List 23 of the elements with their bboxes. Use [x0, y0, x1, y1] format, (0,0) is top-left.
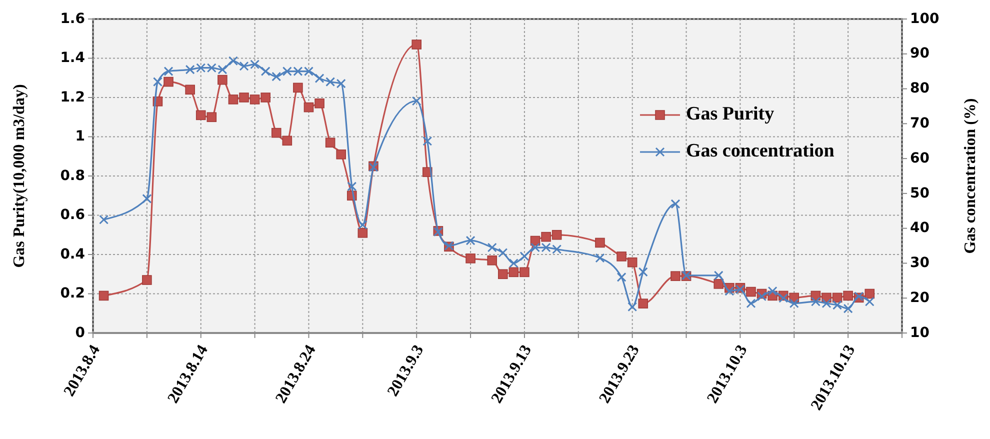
y2-tick-label: 80 [910, 80, 930, 97]
y-tick-label: 0.2 [60, 286, 85, 302]
y-tick-label: 1.6 [60, 10, 85, 27]
y-tick-label: 1 [75, 128, 85, 145]
y-tick-label: 0 [75, 324, 86, 341]
y-tick-label: 0.4 [60, 246, 86, 262]
y2-tick-label: 50 [910, 185, 930, 202]
y2-tick-label: 20 [910, 290, 930, 306]
y-tick-label: 1.4 [60, 50, 86, 66]
legend-label: Gas Purity [686, 103, 775, 124]
y2-tick-label: 40 [910, 220, 930, 236]
y-tick-label: 0.6 [60, 207, 85, 224]
y2-tick-label: 10 [910, 324, 930, 341]
y2-tick-label: 30 [910, 255, 930, 272]
y-axis-title: Gas Purity(10,000 m3/day) [11, 84, 28, 268]
y2-axis-title: Gas concentration (%) [962, 98, 979, 254]
y-tick-label: 0.8 [60, 168, 85, 184]
y2-tick-label: 60 [910, 150, 930, 166]
y2-tick-label: 100 [910, 10, 940, 27]
y2-tick-label: 90 [910, 46, 930, 62]
y2-tick-label: 70 [910, 115, 930, 132]
legend-label: Gas concentration [686, 140, 835, 162]
y-tick-label: 1.2 [60, 89, 85, 106]
